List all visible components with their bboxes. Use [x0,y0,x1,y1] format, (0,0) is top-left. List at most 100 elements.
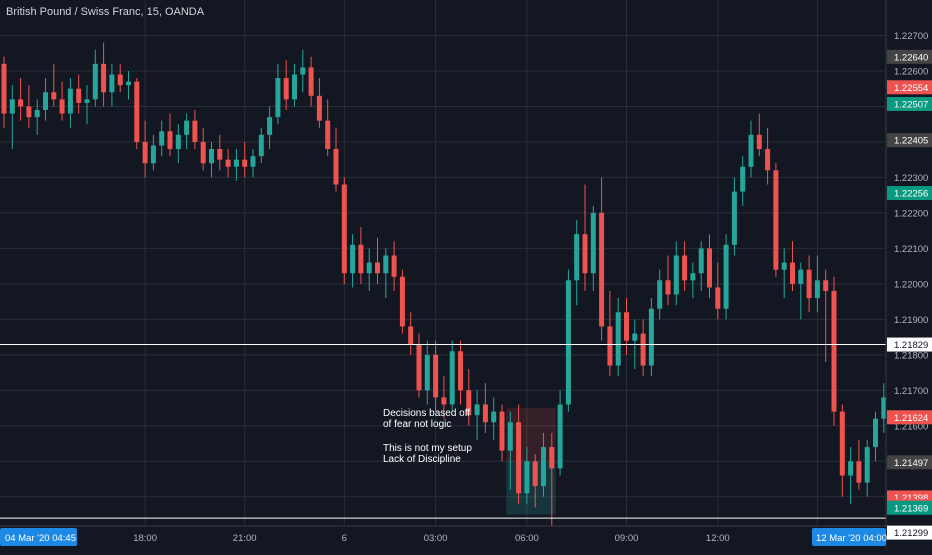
candle-body [67,88,73,114]
candle-body [798,269,804,284]
annotation-discipline: This is not my setup Lack of Discipline [383,443,472,465]
price-tick-label: 1.22600 [894,66,928,77]
candle-body [565,280,571,405]
candle-body [458,351,463,391]
candle-body [250,156,256,167]
candle-body [283,78,289,100]
candle [383,248,389,299]
price-tick-label: 1.22000 [894,279,928,290]
candle [1,56,7,128]
price-badge: 1.21299 [887,525,932,540]
time-tick-label: 09:00 [615,533,639,544]
price-badge: 1.22640 [887,49,932,64]
candle [715,262,721,320]
candle [184,113,190,150]
price-tick-label: 1.21600 [894,421,928,432]
candle [209,141,214,178]
candle-body [258,134,264,157]
candle-body [126,81,131,86]
candle-body [408,326,414,345]
candle [466,369,472,426]
candle-body [43,92,48,110]
annotation-discipline-line2: Lack of Discipline [383,454,461,465]
candle-body [873,418,878,448]
candle-body [624,312,629,341]
annotation-discipline-line1: This is not my setup [383,443,472,454]
candle-body [615,312,621,366]
candle-body [848,461,854,476]
candle [499,404,505,462]
candle [549,432,555,533]
candle-body [399,276,405,327]
price-badge: 1.21829 [887,337,932,352]
candle [848,447,854,504]
candle-body [765,149,771,171]
candle-body [507,422,513,451]
candle-body [723,244,729,309]
candle [814,255,820,313]
candle [474,390,480,440]
candle [341,177,347,284]
candle-body [267,117,273,135]
candle [258,127,264,164]
chart-title: British Pound / Swiss Franc, 15, OANDA [6,6,205,18]
candle [308,56,314,107]
candle [217,134,223,171]
candle-body [682,255,688,281]
price-tick-label: 1.22200 [894,208,928,219]
price-tick-label: 1.21900 [894,315,928,326]
candle-body [433,354,439,398]
candle-body [192,120,198,142]
price-badge: 1.21624 [887,410,932,425]
candle-body [109,74,115,93]
price-badge-label: 1.22507 [894,99,928,110]
candle [233,149,239,181]
candle [541,432,546,497]
candle [873,411,878,462]
candle [831,276,837,426]
candle [366,248,372,291]
candle [507,411,513,490]
candle [408,312,414,355]
candle-body [532,461,538,487]
candle [790,241,795,291]
candle [34,99,40,135]
candle-body [698,248,704,274]
candle-body [134,81,140,142]
candle-body [690,273,696,281]
price-badge: 1.21497 [887,455,932,470]
candle-body [524,461,530,494]
candle [316,78,322,128]
candle-body [150,145,156,164]
price-badge-bg [887,410,932,425]
candle-body [184,120,190,135]
price-badge-label: 1.21299 [894,528,928,539]
candle-body [516,422,522,494]
price-tick-label: 1.22100 [894,244,928,255]
candle [250,149,256,178]
candle-body [466,390,472,416]
candle [18,78,24,121]
candle [150,134,156,171]
candle [723,234,729,320]
candle [524,447,530,504]
candle [574,220,580,306]
price-badge-bg [887,49,932,64]
price-badge-bg [887,500,932,515]
candle-body [715,287,721,309]
candle [142,120,148,178]
price-badge-bg [887,133,932,148]
candle-body [557,404,563,469]
candle [590,205,596,291]
candle [491,397,497,440]
price-badges: 1.22640 1.22554 1.22507 1.22405 1.22256 1.218… [887,49,932,540]
candle [748,120,754,178]
candle [582,184,588,291]
candle-body [225,159,231,167]
price-badge-label: 1.21398 [894,493,928,504]
candle-body [781,262,787,270]
candle [856,440,862,490]
